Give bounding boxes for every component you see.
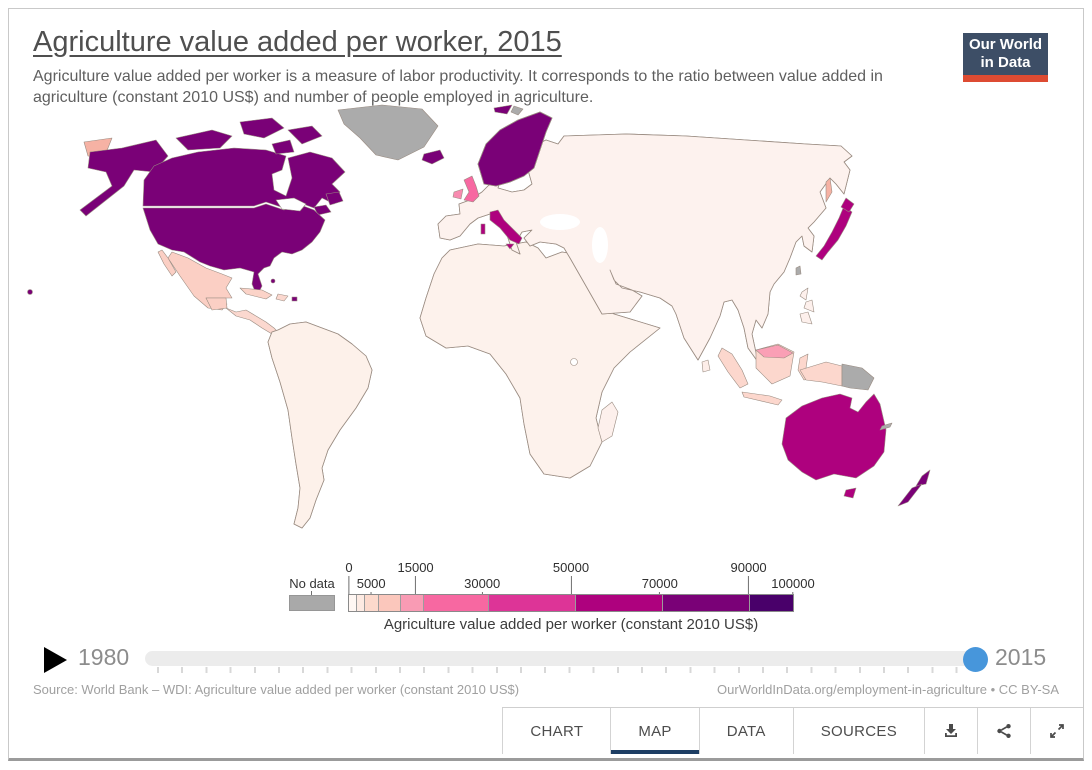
caspian-sea [592,227,608,263]
timeline-end-year[interactable]: 2015 [995,644,1047,670]
country-australia-tasmania[interactable] [843,487,857,499]
tab-sources[interactable]: SOURCES [792,708,924,754]
tab-bar: CHART MAP DATA SOURCES [502,707,1083,754]
timeline-handle[interactable] [963,647,988,672]
country-canada-island[interactable] [239,117,285,139]
country-new-caledonia[interactable] [879,422,893,431]
legend-bin-2000-5000[interactable] [364,595,378,611]
country-indonesia-sumatra[interactable] [717,347,749,389]
legend-tick-70000: 70000 [642,576,678,596]
country-madagascar[interactable] [597,401,619,443]
legend-tick-90000: 90000 [731,560,767,595]
play-button[interactable] [44,647,67,673]
legend-bin-90000-100000[interactable] [749,595,794,611]
country-new-zealand[interactable] [897,483,923,507]
country-canada-island[interactable] [175,129,233,151]
fullscreen-button[interactable] [1030,708,1083,754]
legend-bin-70000-90000[interactable] [662,595,750,611]
country-svalbard-east[interactable] [510,105,524,116]
legend-bin-50000-70000[interactable] [575,595,663,611]
country-canada[interactable] [142,147,346,209]
legend-colorbar[interactable] [348,594,794,612]
source-note: Source: World Bank – WDI: Agriculture va… [33,682,520,697]
legend-no-data-tick [311,591,312,595]
legend-tick-50000: 50000 [553,560,589,595]
tab-chart[interactable]: CHART [502,708,610,754]
country-italy-sicily[interactable] [505,243,515,250]
timeline-track[interactable] [145,651,975,666]
share-icon [997,724,1011,738]
country-canada-island[interactable] [271,139,295,155]
license-link[interactable]: OurWorldInData.org/employment-in-agricul… [717,682,1059,697]
legend-no-data-label: No data [289,576,335,591]
country-canada-newfoundland[interactable] [325,191,344,206]
legend-title: Agriculture value added per worker (cons… [383,616,759,633]
country-svalbard[interactable] [493,104,513,115]
country-puerto-rico[interactable] [291,296,298,302]
country-central-america[interactable] [225,307,279,335]
owid-logo-bar [963,75,1048,82]
legend-tick-15000: 15000 [398,560,434,595]
country-taiwan[interactable] [795,265,802,276]
legend-tick-0: 0 [345,560,353,595]
world-map [27,104,931,529]
country-italy[interactable] [489,209,523,245]
legend-bin-15000-30000[interactable] [422,595,489,611]
country-australia[interactable] [781,393,887,481]
owid-logo-line1: Our World [968,36,1043,53]
country-philippines[interactable] [803,299,815,313]
timeline-start-year[interactable]: 1980 [78,644,130,670]
country-japan[interactable] [815,205,853,261]
country-sri-lanka[interactable] [701,359,711,373]
legend-tick-5000: 5000 [357,576,386,596]
great-lakes [275,197,307,212]
chart-subtitle: Agriculture value added per worker is a … [33,68,883,106]
country-usa[interactable] [142,203,326,297]
no-data-swatch[interactable] [289,595,335,611]
chart-title[interactable]: Agriculture value added per worker, 2015 [33,26,562,58]
country-sardinia[interactable] [480,223,486,235]
share-button[interactable] [977,708,1030,754]
expand-icon [1050,724,1064,738]
country-papua-new-guinea[interactable] [841,363,875,391]
country-canada-island[interactable] [287,125,323,145]
legend-bin-30000-50000[interactable] [488,595,576,611]
country-ireland[interactable] [452,188,464,200]
black-sea [540,214,580,230]
lake-victoria [570,358,578,366]
legend-bin-0-1000[interactable] [349,595,356,611]
owid-logo-line2: in Data [980,54,1031,71]
country-hispaniola[interactable] [275,293,289,302]
tab-map[interactable]: MAP [610,708,698,754]
country-new-zealand[interactable] [915,469,931,487]
download-icon [945,724,957,737]
country-cuba[interactable] [239,287,273,300]
country-greenland[interactable] [337,104,439,161]
country-mexico-baja[interactable] [157,249,177,277]
country-philippines[interactable] [799,287,809,301]
country-mexico-yucatan[interactable] [205,297,228,311]
country-indonesia-java[interactable] [741,391,783,406]
country-malaysia-borneo[interactable] [755,344,794,359]
legend-tick-30000: 30000 [464,576,500,596]
owid-logo[interactable]: Our World in Data [963,33,1048,75]
country-iceland[interactable] [421,149,445,165]
tab-data[interactable]: DATA [698,708,793,754]
download-button[interactable] [924,708,977,754]
country-usa-alaska[interactable] [79,139,169,217]
country-uk[interactable] [463,175,480,203]
timeline-tick-marks [157,667,969,673]
legend-bin-5000-10000[interactable] [377,595,401,611]
legend-tick-100000: 100000 [771,576,815,596]
legend-bin-1000-2000[interactable] [356,595,364,611]
country-japan-hokkaido[interactable] [840,197,855,213]
legend-ticks: 0 15000 50000 90000 5000 30000 70000 100000 [345,560,815,596]
country-bahamas[interactable] [270,278,276,284]
country-russia-sakhalin[interactable] [825,177,833,203]
country-usa-hawaii[interactable] [27,289,33,295]
legend-bin-10000-15000[interactable] [400,595,423,611]
country-philippines[interactable] [799,311,813,325]
